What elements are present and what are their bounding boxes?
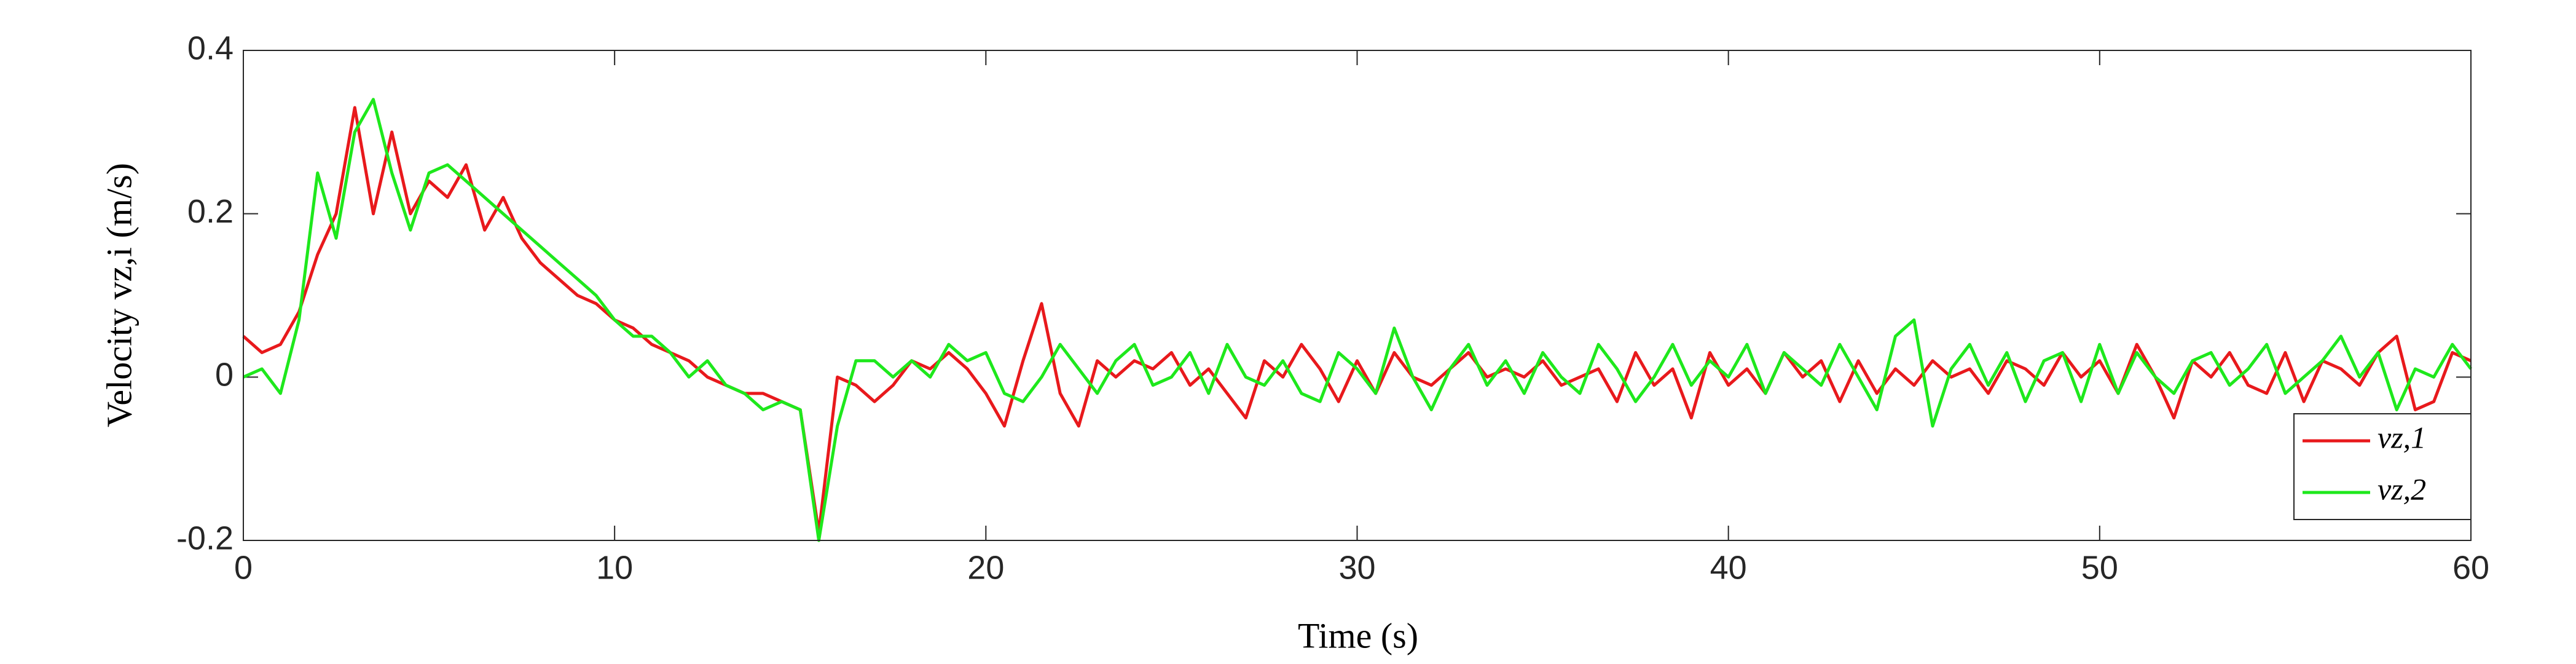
- x-tick-label: 60: [2452, 549, 2489, 586]
- x-axis-label: Time (s): [1298, 615, 1418, 655]
- x-tick-label: 20: [967, 549, 1004, 586]
- x-tick-label: 10: [596, 549, 633, 586]
- x-tick-label: 30: [1338, 549, 1375, 586]
- legend-box: [2293, 413, 2472, 520]
- legend-label: vz,1: [2378, 420, 2426, 454]
- plot-frame: [243, 50, 2472, 541]
- y-tick-label: 0: [215, 357, 234, 393]
- y-axis-label: Velocity vz,i (m/s): [99, 163, 139, 427]
- y-tick-label: 0.2: [187, 193, 234, 230]
- y-tick-label: -0.2: [176, 520, 234, 556]
- legend-label: vz,2: [2378, 472, 2426, 506]
- x-tick-label: 0: [234, 549, 253, 586]
- series-line: [242, 98, 2472, 542]
- x-tick-label: 40: [1710, 549, 1747, 586]
- y-tick-label: 0.4: [187, 30, 234, 66]
- x-tick-label: 50: [2081, 549, 2118, 586]
